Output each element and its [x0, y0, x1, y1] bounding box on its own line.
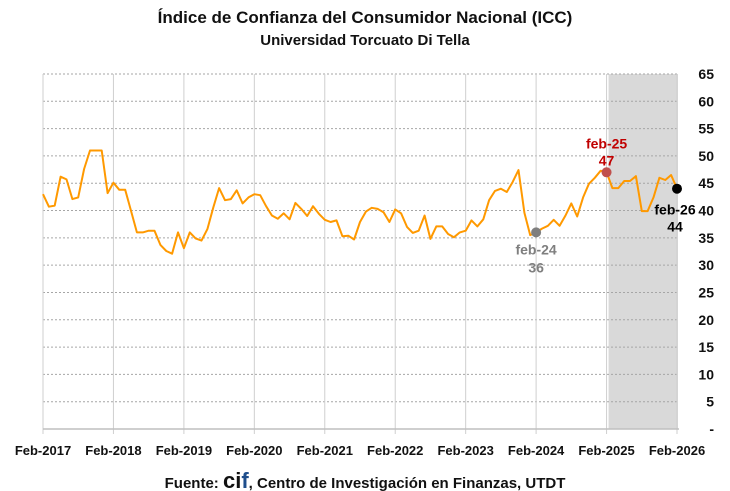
annotation-label: feb-24: [515, 241, 556, 257]
annotation-value: 47: [599, 152, 615, 168]
x-tick-label: Feb-2020: [226, 443, 282, 458]
y-tick-label: 10: [698, 366, 714, 382]
y-tick-label: 60: [698, 93, 714, 109]
x-tick-label: Feb-2025: [578, 443, 634, 458]
annotation-value: 44: [667, 219, 683, 235]
annotation-marker: [672, 183, 682, 194]
y-tick-label: 45: [698, 175, 714, 191]
y-tick-label: 25: [698, 284, 714, 300]
source-text: , Centro de Investigación en Finanzas, U…: [248, 475, 566, 491]
y-tick-label: 40: [698, 203, 714, 219]
x-tick-label: Feb-2026: [649, 443, 705, 458]
x-tick-label: Feb-2017: [15, 443, 71, 458]
y-tick-label: 55: [698, 121, 714, 137]
x-tick-label: Feb-2018: [85, 443, 141, 458]
cif-logo: cif: [222, 468, 249, 491]
y-tick-label: 35: [698, 230, 714, 246]
y-tick-label: 15: [698, 339, 714, 355]
y-tick-label: -: [709, 421, 714, 437]
source-note: Fuente: cif, Centro de Investigación en …: [0, 468, 730, 491]
series-line: [42, 149, 678, 255]
chart-title: Índice de Confianza del Consumidor Nacio…: [157, 8, 573, 27]
y-tick-label: 30: [698, 257, 714, 273]
annotation-label: feb-25: [586, 135, 627, 151]
annotation-marker: [601, 167, 612, 178]
y-tick-label: 20: [698, 312, 714, 328]
annotation-marker: [531, 227, 542, 238]
annotation-value: 36: [528, 259, 544, 275]
chart-subtitle: Universidad Torcuato Di Tella: [260, 32, 470, 49]
x-tick-label: Feb-2024: [508, 443, 565, 458]
x-tick-label: Feb-2019: [156, 443, 212, 458]
x-tick-label: Feb-2021: [297, 443, 353, 458]
shaded-region: [608, 74, 678, 429]
x-tick-label: Feb-2023: [437, 443, 493, 458]
x-tick-label: Feb-2022: [367, 443, 423, 458]
annotation-label: feb-26: [654, 202, 695, 218]
source-prefix: Fuente:: [164, 475, 219, 491]
y-tick-label: 5: [706, 394, 714, 410]
y-tick-label: 65: [698, 66, 714, 82]
y-tick-label: 50: [698, 148, 714, 164]
